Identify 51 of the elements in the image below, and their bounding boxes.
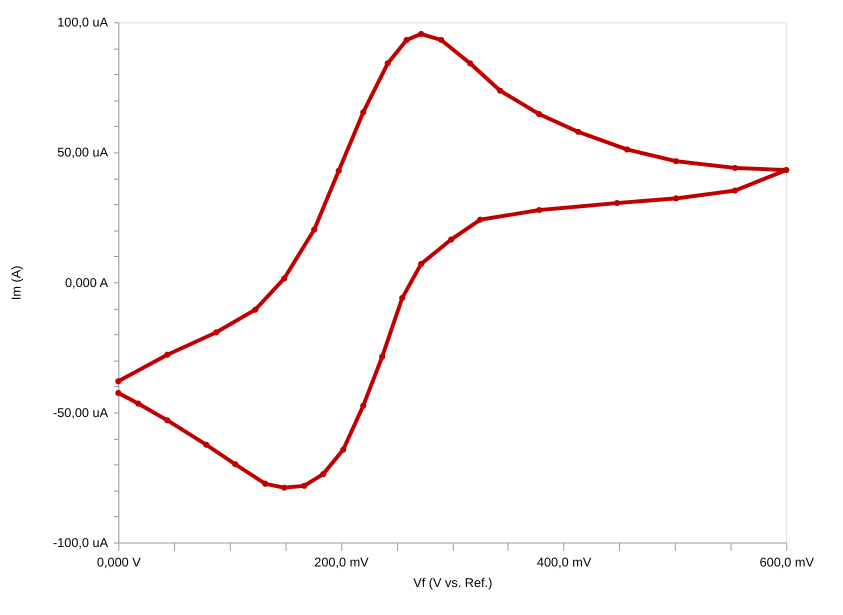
point (732, 187, 738, 194)
point (418, 30, 424, 38)
point (379, 354, 386, 360)
x-tick-label: 600,0 mV (760, 554, 814, 570)
x-tick-label: 0,000 V (96, 554, 142, 570)
point (438, 36, 444, 44)
y-axis-title: Im (A) (8, 266, 24, 300)
point (497, 88, 504, 94)
point (672, 195, 680, 202)
x-tick-label: 200,0 mV (314, 554, 370, 570)
point (536, 111, 542, 118)
point (135, 400, 142, 407)
point (404, 36, 410, 44)
point (360, 402, 366, 409)
point (783, 166, 790, 174)
point (203, 442, 210, 448)
point (115, 390, 122, 396)
y-tick-label: -100,0 uA (52, 534, 109, 550)
point (360, 109, 366, 116)
point (448, 236, 454, 243)
point (115, 378, 122, 384)
point (281, 484, 288, 491)
point (164, 352, 170, 358)
point (467, 60, 474, 66)
point (418, 260, 424, 268)
point (164, 417, 170, 424)
point (477, 216, 484, 223)
point (575, 128, 582, 135)
point (624, 146, 630, 153)
point (252, 306, 258, 313)
point (614, 200, 620, 206)
y-tick-label: 50,00 uA (57, 144, 109, 160)
y-tick-label: -50,00 uA (52, 404, 109, 420)
point (213, 329, 220, 336)
y-tick-label: 0,000 A (64, 274, 109, 290)
x-tick-label: 400,0 mV (536, 554, 592, 570)
point (232, 461, 238, 468)
point (301, 482, 308, 489)
point (399, 294, 406, 302)
point (672, 158, 680, 164)
point (536, 207, 542, 214)
point (320, 471, 326, 478)
point (336, 168, 342, 174)
point (732, 164, 738, 172)
point (384, 60, 391, 66)
point (281, 275, 288, 282)
x-axis-title: Vf (V vs. Ref.) (413, 575, 492, 590)
point (311, 226, 318, 233)
point (262, 480, 268, 487)
point (340, 446, 346, 453)
y-tick-label: 100,0 uA (57, 14, 109, 30)
